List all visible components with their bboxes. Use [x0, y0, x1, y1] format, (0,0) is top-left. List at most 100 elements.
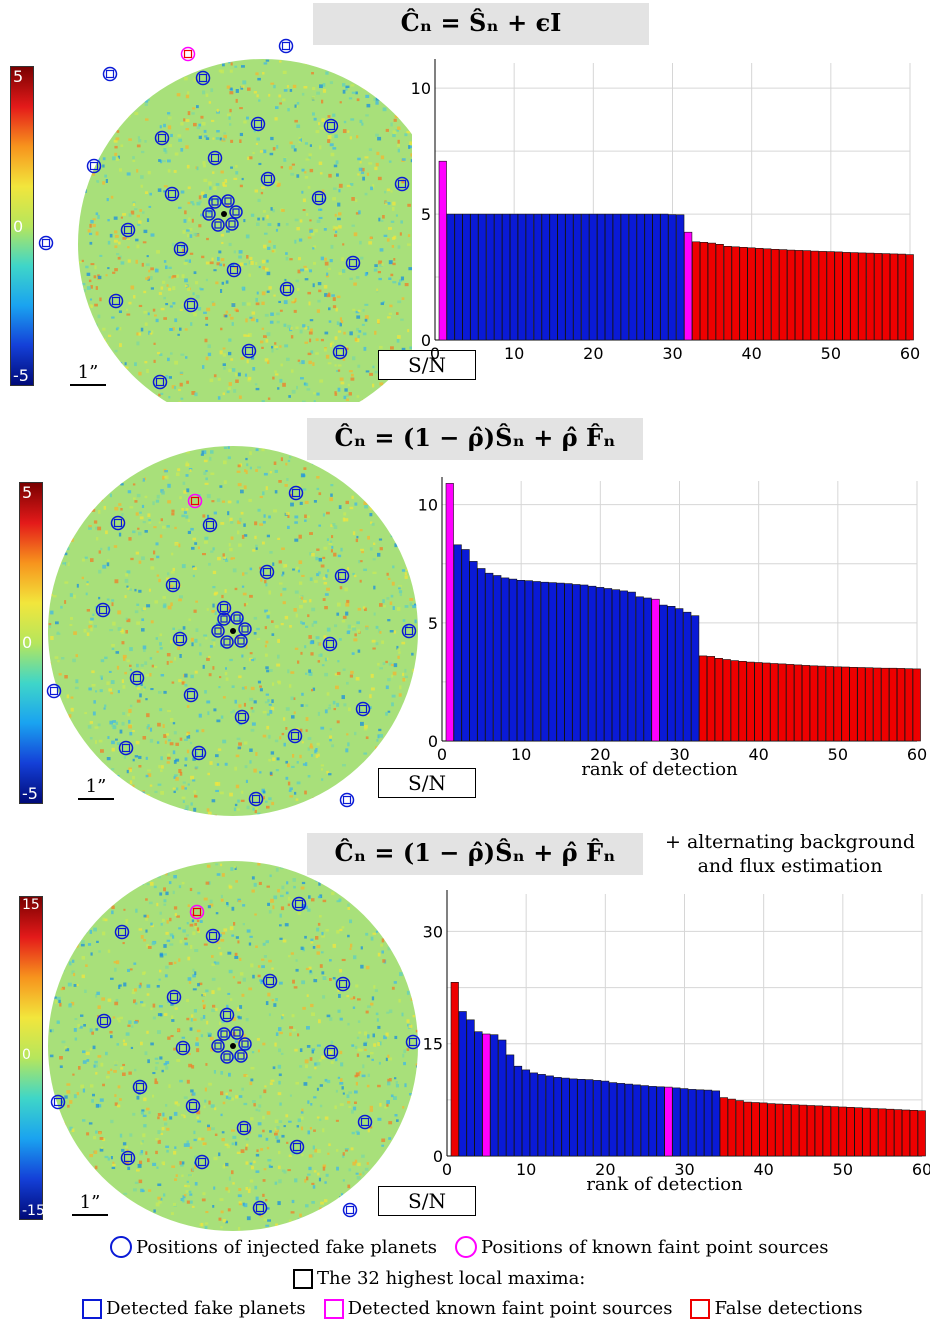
x-axis-label: rank of detection [581, 759, 738, 780]
red-square-icon [690, 1298, 711, 1319]
bar-fake [585, 1079, 594, 1157]
fake-planet-circle [164, 186, 180, 202]
fake-planet-circle [202, 517, 218, 533]
detection-square [244, 346, 254, 356]
detection-square [169, 992, 179, 1002]
x-tick-label: 10 [516, 1160, 536, 1179]
bar-fake [541, 213, 550, 341]
bar-fake [509, 578, 518, 742]
fake-planet-circle [216, 600, 232, 616]
fake-planet-circle [110, 515, 126, 531]
magenta-circle-icon [455, 1236, 478, 1258]
known-source-circle [187, 493, 203, 509]
bar-fake [644, 213, 653, 341]
bar-fake [529, 1072, 538, 1157]
bar-false [825, 666, 834, 742]
bar-fake [461, 549, 470, 742]
fake-planet-circle [342, 1202, 358, 1218]
bar-fake [659, 604, 668, 742]
star-center-marker [221, 211, 227, 217]
bar-false [897, 253, 906, 341]
bar-false [743, 1101, 752, 1157]
bar-fake [683, 611, 692, 742]
bar-false [763, 248, 772, 341]
detection-square [397, 179, 407, 189]
legend-row-3: Detected fake planets Detected known fai… [82, 1298, 881, 1319]
fake-planet-circle [86, 158, 102, 174]
fake-planet-circle [194, 1154, 210, 1170]
x-tick-label: 0 [442, 1160, 452, 1179]
bar-false [798, 1104, 808, 1157]
fake-planet-circle [238, 622, 252, 636]
detection-square [123, 225, 133, 235]
legend-detected-fake-label: Detected fake planets [106, 1298, 306, 1319]
detection-square [222, 1010, 232, 1020]
bar-fake [596, 587, 605, 742]
fake-planet-circle [229, 205, 243, 219]
legend: Positions of injected fake planets Posit… [0, 1236, 933, 1326]
detection-square [98, 605, 108, 615]
legend-row-1: Positions of injected fake planets Posit… [110, 1236, 847, 1258]
fake-planet-circle [166, 989, 182, 1005]
legend-row-2: The 32 highest local maxima: [293, 1268, 603, 1289]
bar-false [888, 667, 898, 742]
fake-planet-circle [183, 297, 199, 313]
x-tick-label: 60 [900, 344, 920, 360]
x-tick-label: 60 [912, 1160, 930, 1179]
fake-planet-circle [289, 1139, 305, 1155]
bar-fake [458, 1011, 467, 1157]
bar-fake [648, 1086, 657, 1157]
x-tick-label: 40 [748, 745, 768, 764]
detection-square [99, 1016, 109, 1026]
bar-false [770, 663, 779, 742]
bar-fake [672, 1087, 681, 1157]
bar-false [714, 658, 723, 742]
x-axis-label: rank of detection [574, 358, 731, 360]
detection-square [167, 189, 177, 199]
bar-fake [553, 1077, 562, 1157]
magenta-square-icon [323, 1298, 344, 1319]
fake-planet-circle [335, 976, 351, 992]
fake-planet-circle [220, 635, 234, 649]
legend-injected: Positions of injected fake planets [110, 1236, 437, 1258]
fake-planet-circle [234, 634, 248, 648]
x-tick-label: 30 [669, 745, 689, 764]
bar-fake [556, 582, 565, 742]
fake-planet-circle [332, 344, 348, 360]
bar-false [917, 1110, 926, 1157]
fake-planet-circle [172, 631, 188, 647]
scale-bar: 1” [78, 776, 114, 800]
fake-planet-circle [241, 343, 257, 359]
detection-square [337, 571, 347, 581]
bar-fake [660, 213, 669, 341]
detection-square [345, 1205, 355, 1215]
fake-planet-circle [120, 222, 136, 238]
detection-square [105, 69, 115, 79]
bar-fake [616, 1083, 626, 1157]
panel-1: Ĉₙ = Ŝₙ + ϵI 5 0 -5 1” S/N 0 10 20 30 40 50 60… [0, 0, 933, 410]
colorbar-min: -15 [22, 1203, 45, 1219]
fake-planet-circle [132, 1079, 148, 1095]
detection-square [220, 615, 228, 623]
detection-square [168, 580, 178, 590]
bar-false [747, 247, 756, 341]
snr-bar-chart: 0 10 20 30 40 50 60 0 5 10 rank of detection [418, 477, 927, 780]
formula-title: Ĉₙ = (1 − ρ̂)Ŝₙ + ρ̂ F̂ₙ [307, 833, 643, 875]
x-tick-label: 50 [828, 745, 848, 764]
fake-planet-circle [202, 207, 216, 221]
fake-planet-circle [260, 171, 276, 187]
bar-fake [454, 213, 463, 341]
panel-2: Ĉₙ = (1 − ρ̂)Ŝₙ + ρ̂ F̂ₙ 5 0 -5 1” S/N 0… [0, 413, 933, 823]
bar-false [809, 665, 818, 742]
bar-fake [604, 588, 613, 742]
bar-fake [640, 1085, 649, 1157]
legend-maxima-label: The 32 highest local maxima: [317, 1268, 586, 1289]
fake-planet-circle [323, 1044, 339, 1060]
bar-fake [516, 580, 526, 742]
detection-square [214, 1042, 222, 1050]
fake-planet-circle [278, 38, 294, 54]
fake-planet-circle [205, 928, 221, 944]
scale-bar: 1” [72, 1192, 108, 1216]
bar-known [651, 598, 660, 742]
bar-fake [509, 213, 519, 341]
